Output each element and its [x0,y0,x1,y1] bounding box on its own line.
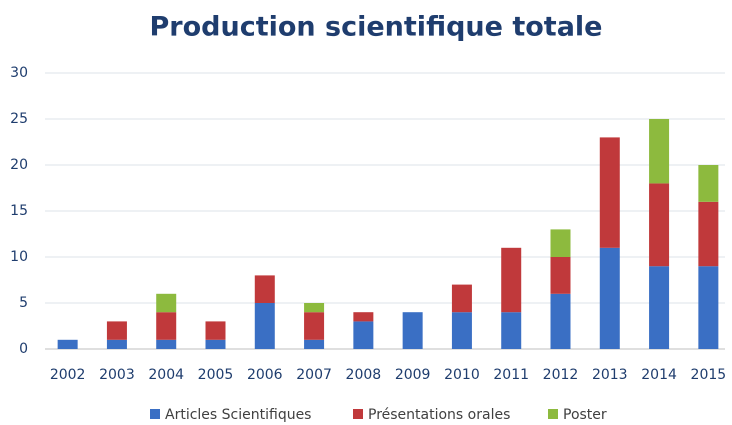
x-tick-label: 2014 [641,367,677,383]
bar-segment [156,312,177,340]
x-tick-label: 2005 [198,367,234,383]
y-tick-label: 20 [10,157,28,173]
legend-label: Articles Scientifiques [165,407,311,423]
x-tick-label: 2013 [592,367,628,383]
bar-segment [451,312,472,349]
bar-segment [451,284,472,313]
bar-segment [501,247,522,313]
y-tick-label: 0 [19,341,28,357]
bar-segment [550,257,571,294]
bar-segment [353,312,374,322]
bar-segment [304,339,325,349]
x-tick-label: 2003 [99,367,135,383]
y-tick-label: 25 [10,111,28,127]
legend-swatch [150,409,160,419]
bar-segment [254,275,275,303]
x-tick-label: 2015 [691,367,727,383]
x-tick-label: 2010 [444,367,480,383]
legend-label: Poster [563,407,607,423]
x-tick-label: 2007 [296,367,332,383]
bar-segment [599,247,620,349]
bar-segment [550,229,571,257]
x-tick-label: 2002 [50,367,86,383]
y-tick-label: 15 [10,203,28,219]
bar-segment [57,339,78,349]
x-tick-label: 2011 [493,367,529,383]
bar-segment [205,339,226,349]
x-tick-label: 2012 [543,367,579,383]
y-tick-label: 30 [10,65,28,81]
bar-segment [254,303,275,349]
bar-segment [550,293,571,349]
bar-segment [156,293,177,313]
legend-swatch [353,409,363,419]
bar-segment [698,266,719,349]
bar-segment [698,201,719,267]
y-tick-label: 5 [19,295,28,311]
x-tick-label: 2004 [148,367,184,383]
bar-segment [649,119,670,184]
bar-segment [649,266,670,349]
bar-segment [304,303,325,313]
x-tick-label: 2009 [395,367,431,383]
bar-segment [106,339,127,349]
x-tick-label: 2006 [247,367,283,383]
bar-segment [501,312,522,349]
x-tick-label: 2008 [346,367,382,383]
bar-segment [106,321,127,340]
bar-segment [649,183,670,267]
bar-segment [402,312,423,349]
bar-segment [156,339,177,349]
bar-segment [698,165,719,202]
bar-segment [304,312,325,340]
chart-title: Production scientifique totale [150,12,603,43]
legend-swatch [548,409,558,419]
bar-segment [205,321,226,340]
y-tick-label: 10 [10,249,28,265]
legend-label: Présentations orales [368,407,510,423]
bar-segment [599,137,620,248]
bar-segment [353,321,374,349]
